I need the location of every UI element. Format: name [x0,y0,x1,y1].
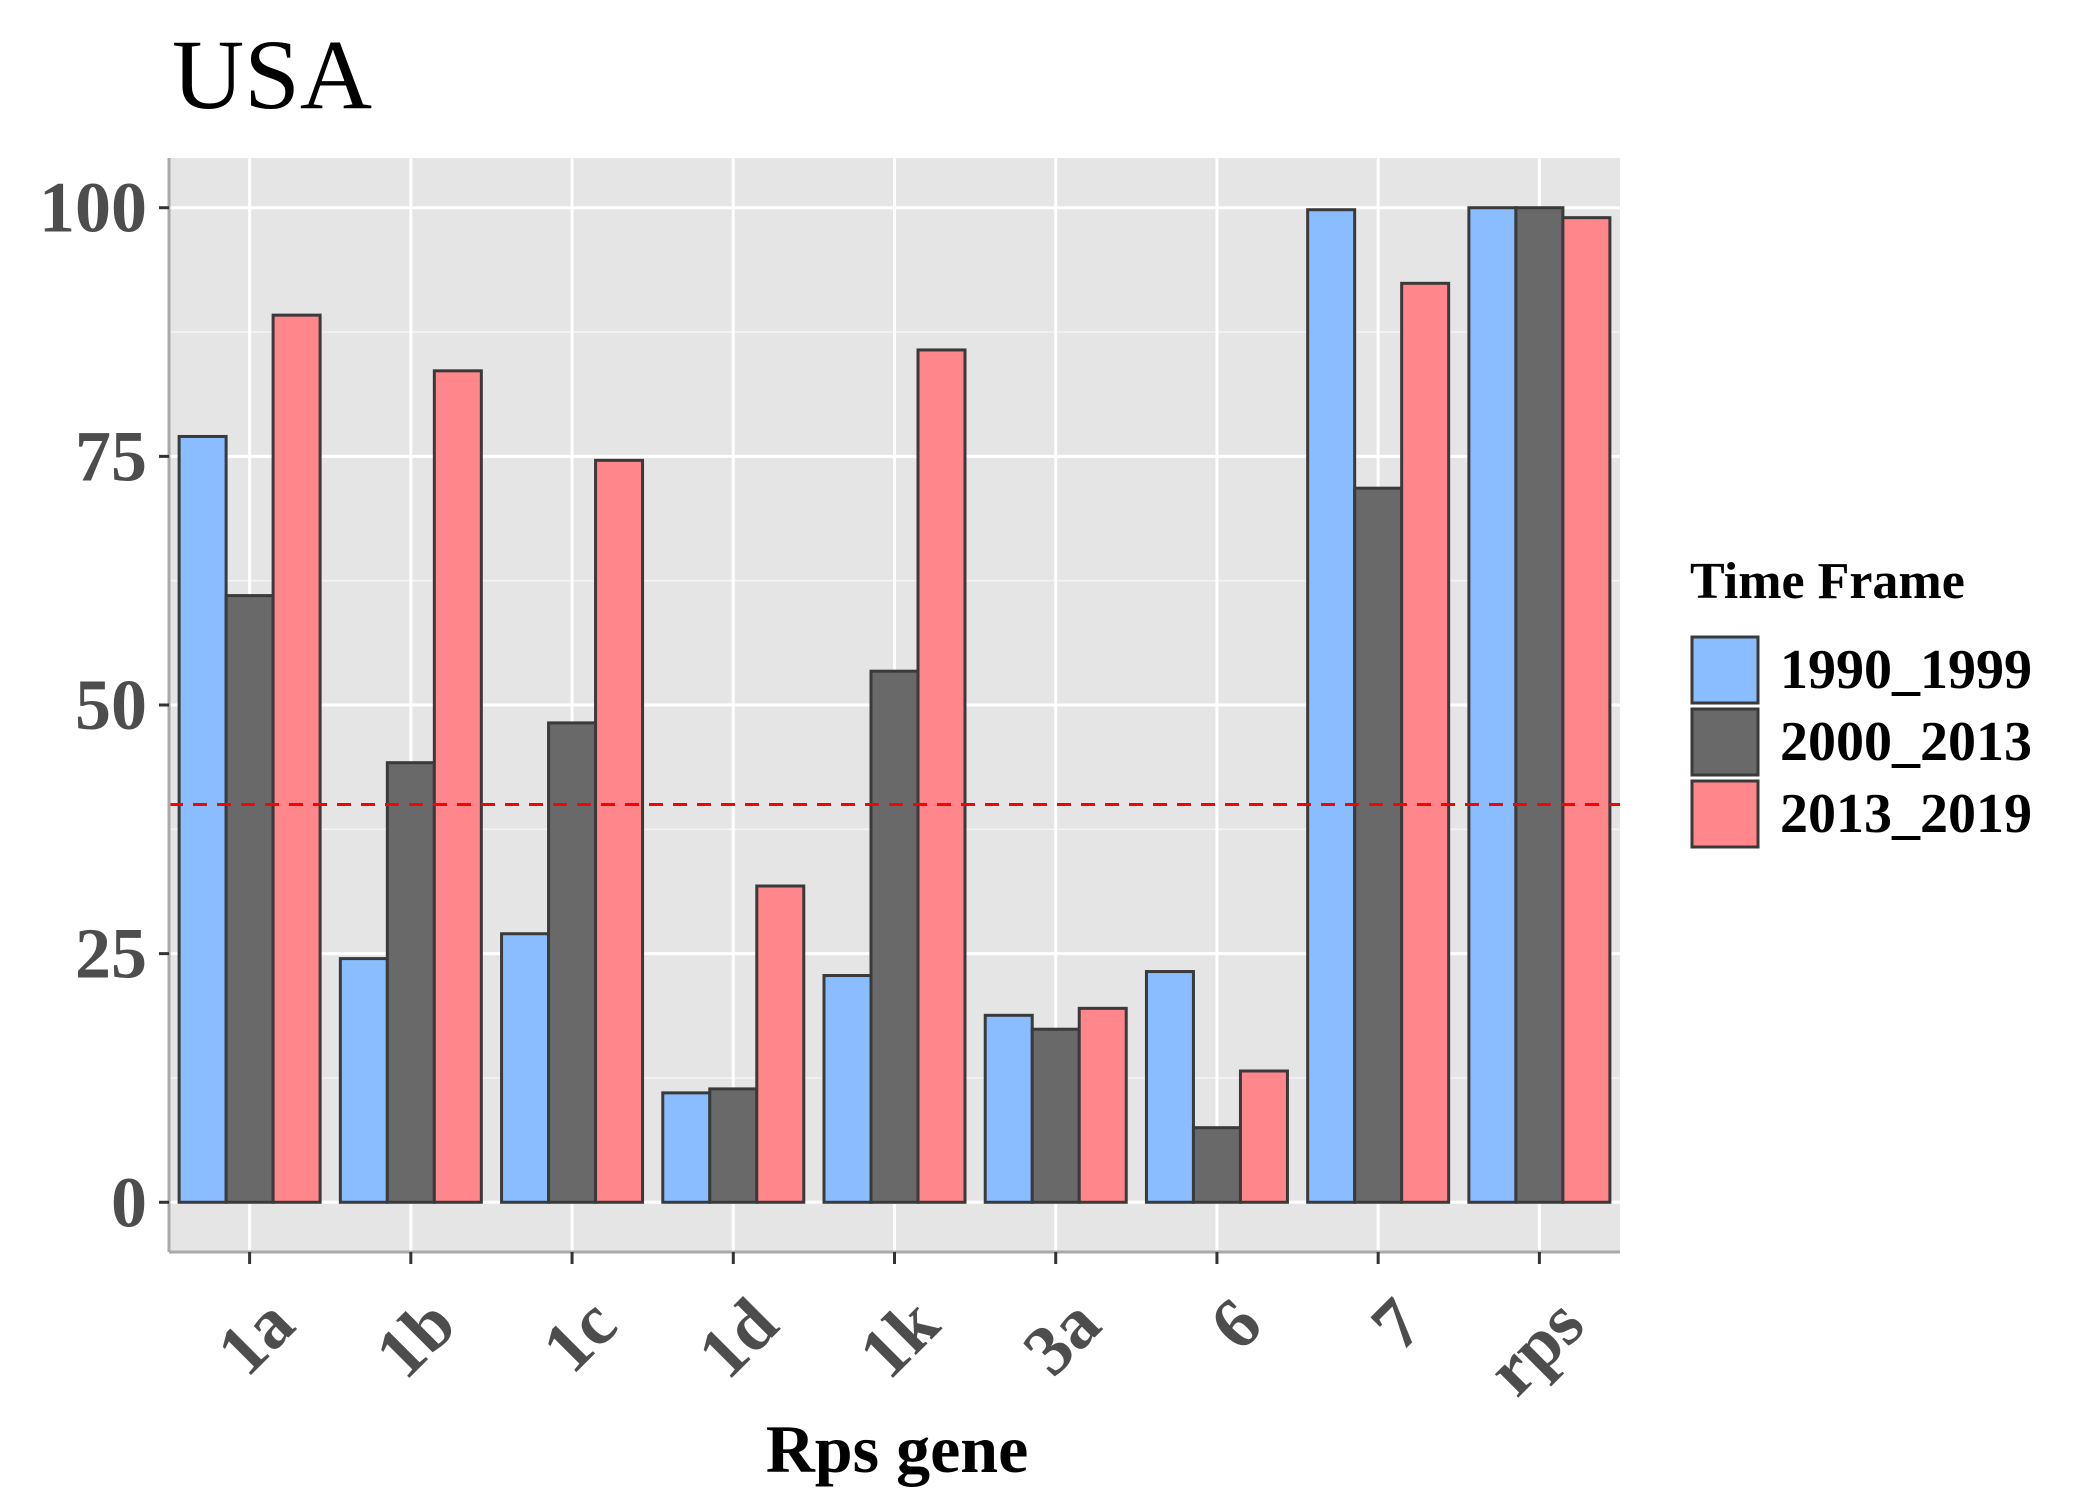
bar-1990_1999-3a [983,1013,1034,1204]
x-tick-label-1k: 1k [844,1283,954,1393]
bar-2000_2013-1c [547,721,598,1204]
bar-2000_2013-6 [1191,1126,1242,1204]
bar-2000_2013-7 [1353,486,1404,1204]
bar-1990_1999-1k [822,974,873,1204]
bar-2013_2019-1a [271,313,322,1204]
x-axis-label: Rps gene [766,1411,1029,1487]
legend-key-1990_1999 [1690,635,1760,705]
legend-label-2013_2019: 2013_2019 [1780,783,2032,845]
bar-1990_1999-rps [1467,206,1518,1204]
bar-1990_1999-7 [1306,208,1357,1204]
x-axis-ticks: 1a 1b 1c 1d 1k 3a 6 7 rps [202,1252,1599,1410]
legend-label-1990_1999: 1990_1999 [1780,639,2032,701]
bar-2013_2019-1b [432,369,483,1204]
y-tick-label: 100 [39,168,147,248]
bar-2000_2013-rps [1514,206,1565,1204]
bar-2013_2019-rps [1561,216,1612,1204]
x-tick-label-3a: 3a [1008,1283,1115,1390]
bar-2000_2013-3a [1030,1027,1081,1204]
bar-2013_2019-1c [594,458,645,1204]
bars [177,206,1612,1204]
bar-1990_1999-1a [177,434,228,1204]
bar-1990_1999-1c [500,932,551,1204]
y-tick-label: 0 [111,1162,147,1242]
x-tick-label-1b: 1b [360,1283,470,1393]
x-tick-label-6: 6 [1194,1283,1276,1365]
legend-key-2013_2019 [1690,779,1760,849]
bar-2000_2013-1d [708,1087,759,1204]
x-tick-label-1c: 1c [527,1283,632,1388]
bar-2013_2019-7 [1400,281,1451,1204]
x-tick-label-7: 7 [1356,1283,1438,1365]
bar-1990_1999-1d [661,1091,712,1204]
y-tick-label: 25 [75,914,147,994]
bar-2013_2019-6 [1238,1069,1289,1204]
y-tick-label: 50 [75,665,147,745]
y-tick-label: 75 [75,416,147,496]
bar-2000_2013-1a [224,594,275,1204]
legend-title: Time Frame [1690,553,1965,610]
x-tick-label-rps: rps [1472,1283,1599,1410]
bar-1990_1999-6 [1144,970,1195,1204]
y-axis-ticks: 0 25 50 75 100 [39,168,169,1242]
bar-2013_2019-1d [755,884,806,1204]
plot-area: 0 25 50 75 100 1a 1b 1c 1d 1k 3a 6 7 rps [39,158,1620,1410]
legend-label-2000_2013: 2000_2013 [1780,711,2032,773]
bar-1990_1999-1b [338,957,389,1204]
legend-key-2000_2013 [1690,707,1760,777]
bar-2013_2019-3a [1077,1006,1128,1204]
bar-2000_2013-1k [869,669,920,1204]
bar-2000_2013-1b [385,761,436,1204]
legend: Time Frame 1990_1999 2000_2013 2013_2019 [1690,553,2032,849]
bar-2013_2019-1k [916,348,967,1204]
x-tick-label-1a: 1a [202,1283,309,1390]
x-tick-label-1d: 1d [682,1283,792,1393]
chart-title: USA [172,19,372,130]
legend-items: 1990_1999 2000_2013 2013_2019 [1690,635,2032,849]
